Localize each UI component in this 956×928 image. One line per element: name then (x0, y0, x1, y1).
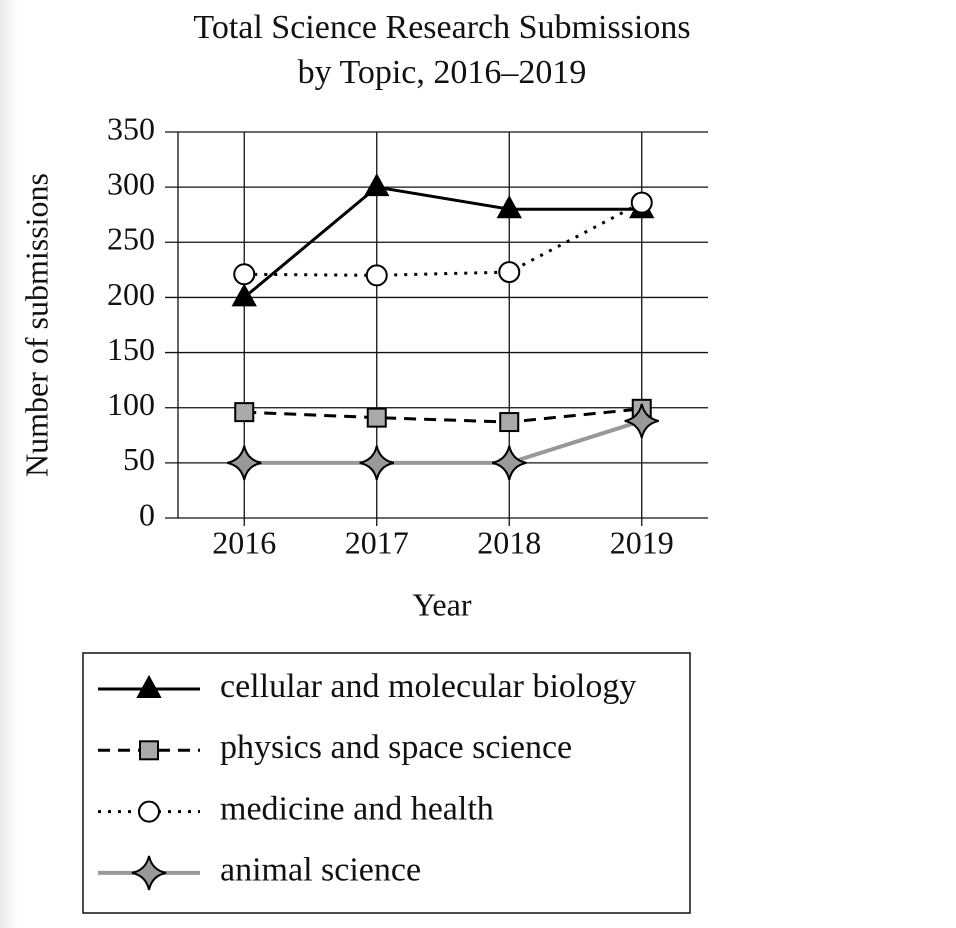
y-tick-label: 250 (107, 221, 155, 257)
x-axis-title: Year (413, 586, 472, 622)
y-tick-label: 350 (107, 110, 155, 146)
data-point (499, 412, 520, 433)
legend-label: animal science (220, 852, 421, 889)
page-edge (0, 0, 18, 928)
x-tick-label: 2017 (345, 524, 409, 560)
data-point (366, 407, 387, 428)
data-point (624, 403, 659, 439)
legend-label: cellular and molecular biology (220, 668, 636, 705)
data-point (359, 445, 394, 481)
x-tick-label: 2018 (477, 524, 541, 560)
data-point (231, 283, 257, 307)
y-tick-label: 100 (107, 386, 155, 422)
data-point (227, 445, 262, 481)
y-tick-label: 150 (107, 331, 155, 367)
legend-box (82, 652, 691, 914)
series-line (244, 407, 642, 424)
data-point (364, 173, 390, 197)
data-point (492, 445, 527, 481)
data-point (365, 264, 388, 287)
y-tick-label: 0 (139, 496, 155, 532)
y-tick-label: 50 (123, 441, 155, 477)
data-point (496, 195, 522, 219)
data-point (233, 263, 256, 286)
legend-marker (139, 740, 159, 761)
series-line (243, 185, 642, 299)
x-tick-label: 2016 (212, 524, 276, 560)
legend-label: physics and space science (220, 729, 572, 766)
y-tick-label: 200 (107, 276, 155, 312)
data-point (234, 402, 255, 423)
y-axis-title: Number of submissions (18, 173, 54, 477)
x-tick-label: 2019 (610, 524, 674, 560)
legend-label: medicine and health (220, 790, 494, 827)
legend-marker (131, 855, 167, 891)
series-line (244, 201, 643, 277)
data-point (630, 191, 653, 214)
chart-title: by Topic, 2016–2019 (298, 54, 587, 91)
chart-title: Total Science Research Submissions (193, 9, 690, 46)
legend-marker (136, 674, 162, 698)
data-point (498, 261, 521, 284)
legend-marker (138, 800, 160, 823)
y-tick-label: 300 (107, 165, 155, 201)
series-line (244, 419, 643, 465)
